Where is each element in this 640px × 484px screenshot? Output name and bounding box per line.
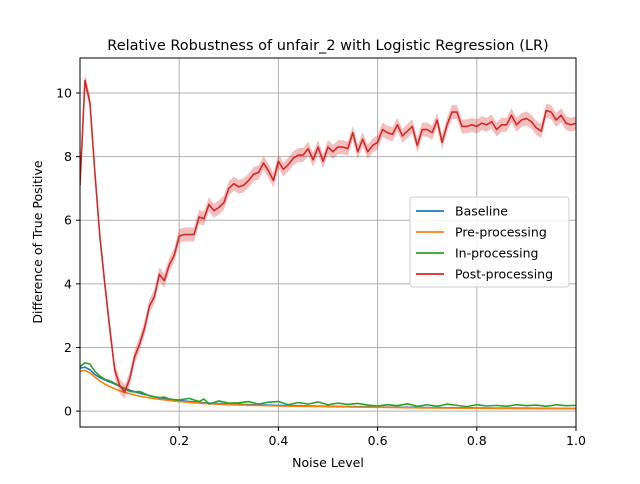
pre-processing-line: [80, 369, 576, 410]
legend-label-baseline: Baseline: [455, 204, 508, 219]
y-tick-label: 2: [64, 340, 72, 355]
legend-box: [409, 196, 570, 288]
y-tick-label: 10: [56, 85, 72, 100]
x-tick-label: 0.6: [368, 433, 388, 448]
y-axis-ticks: 0 2 4 6 8 10: [56, 85, 80, 419]
post-processing-line: [80, 79, 576, 393]
y-tick-label: 6: [64, 213, 72, 228]
x-axis-ticks: 0.2 0.4 0.6 0.8 1.0: [169, 427, 586, 448]
grid-lines: [80, 58, 577, 427]
x-tick-label: 1.0: [566, 433, 586, 448]
y-tick-label: 8: [64, 149, 72, 164]
y-tick-label: 0: [64, 404, 72, 419]
plot-frame: [79, 57, 577, 428]
x-tick-label: 0.8: [467, 433, 487, 448]
series-group: [80, 73, 576, 410]
x-tick-label: 0.2: [169, 433, 189, 448]
x-axis-label: Noise Level: [292, 455, 364, 470]
legend-label-pre-processing: Pre-processing: [455, 225, 547, 240]
legend-items: Baseline Pre-processing In-processing Post-…: [416, 204, 553, 282]
legend-label-in-processing: In-processing: [455, 246, 538, 261]
y-tick-label: 4: [64, 276, 72, 291]
chart-title: Relative Robustness of unfair_2 with Log…: [107, 38, 548, 54]
x-tick-label: 0.4: [268, 433, 288, 448]
legend-label-post-processing: Post-processing: [455, 267, 553, 282]
y-axis-label: Difference of True Positive: [30, 160, 45, 323]
legend: Baseline Pre-processing In-processing Post-…: [409, 196, 570, 288]
series-lines: [80, 73, 576, 410]
in-processing-line: [80, 361, 576, 408]
